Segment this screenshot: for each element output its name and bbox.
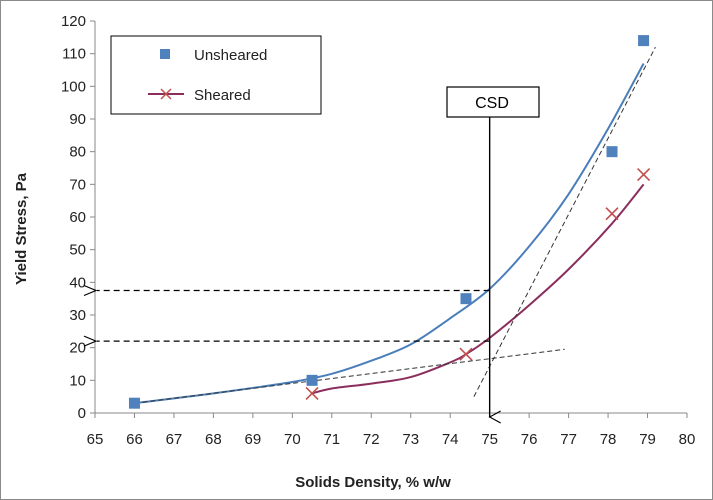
y-tick-label: 50 xyxy=(69,242,86,259)
x-tick-label: 67 xyxy=(166,431,183,448)
sheared-point-stroke xyxy=(605,207,619,221)
y-axis-ticks: 0 10 20 30 40 50 60 70 80 90 100 110 120 xyxy=(61,13,95,422)
y-tick-label: 70 xyxy=(69,176,86,193)
data-markers xyxy=(128,35,651,409)
legend-unsheared-label: Unsheared xyxy=(194,47,267,64)
sheared-point xyxy=(637,167,651,182)
x-tick-label: 65 xyxy=(87,431,104,448)
y-tick-label: 10 xyxy=(69,372,86,389)
x-tick-label: 73 xyxy=(402,431,419,448)
legend-unsheared-marker xyxy=(160,49,170,59)
tangent-dashed-line xyxy=(473,46,656,397)
sheared-point-stroke xyxy=(305,386,319,400)
x-tick-label: 70 xyxy=(284,431,301,448)
y-tick-label: 20 xyxy=(69,340,86,357)
x-tick-label: 76 xyxy=(521,431,538,448)
y-tick-label: 30 xyxy=(69,307,86,324)
sheared-point xyxy=(305,386,319,400)
y-tick-label: 110 xyxy=(62,46,86,63)
unsheared-point xyxy=(460,293,472,305)
unsheared-point xyxy=(128,397,140,409)
x-axis-title: Solids Density, % w/w xyxy=(295,474,451,491)
y-tick-label: 40 xyxy=(69,274,86,291)
annotations xyxy=(83,46,656,417)
x-tick-label: 68 xyxy=(205,431,222,448)
y-tick-label: 90 xyxy=(69,111,86,128)
y-tick-label: 60 xyxy=(69,209,86,226)
csd-annotation: CSD xyxy=(446,86,540,118)
x-tick-label: 72 xyxy=(363,431,380,448)
unsheared-point xyxy=(306,374,318,386)
x-tick-label: 71 xyxy=(323,431,340,448)
legend: Unsheared Sheared xyxy=(110,35,322,115)
y-axis-title: Yield Stress, Pa xyxy=(13,172,30,285)
unsheared-point xyxy=(606,146,618,158)
x-tick-label: 77 xyxy=(560,431,577,448)
sheared-point xyxy=(459,347,473,361)
sheared-series-line xyxy=(311,183,645,395)
y-tick-label: 100 xyxy=(61,78,86,95)
legend-sheared-marker xyxy=(160,88,172,100)
x-tick-label: 66 xyxy=(126,431,143,448)
x-axis-ticks: 65 66 67 68 69 70 71 72 73 74 75 76 77 78 79 80 xyxy=(87,413,696,448)
x-tick-label: 74 xyxy=(442,431,459,448)
sheared-point-stroke xyxy=(459,347,473,361)
unsheared-trend-line xyxy=(134,62,645,405)
csd-box xyxy=(446,86,540,118)
csd-label: CSD xyxy=(475,95,509,112)
y-tick-label: 80 xyxy=(69,144,86,161)
x-tick-label: 80 xyxy=(679,431,696,448)
sheared-point-stroke xyxy=(637,167,651,182)
unsheared-point xyxy=(638,35,650,47)
tangent-dashed-line xyxy=(134,348,565,404)
legend-box xyxy=(110,35,322,115)
x-tick-label: 75 xyxy=(481,431,498,448)
x-tick-label: 78 xyxy=(600,431,617,448)
legend-sheared-label: Sheared xyxy=(194,87,251,104)
y-tick-label: 0 xyxy=(78,405,86,422)
y-tick-label: 120 xyxy=(61,13,86,30)
sheared-point xyxy=(605,207,619,221)
x-tick-label: 79 xyxy=(639,431,656,448)
x-tick-label: 69 xyxy=(245,431,262,448)
